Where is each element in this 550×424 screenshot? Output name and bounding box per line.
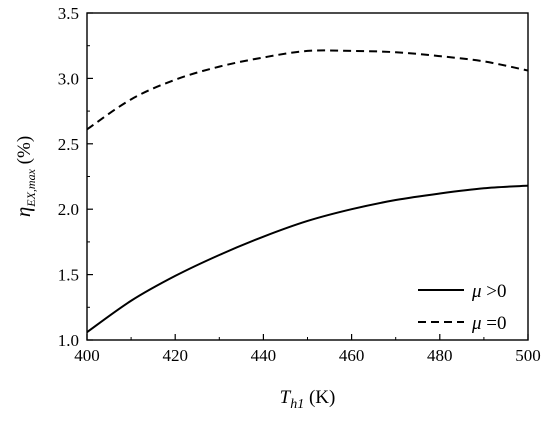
y-axis-ticks: 1.0 1.5 2.0 2.5 3.0 3.5 bbox=[58, 4, 93, 350]
x-axis-symbol: T bbox=[280, 387, 292, 408]
legend-label-mu-zero: =0 bbox=[482, 313, 507, 334]
legend-entry-mu-zero: μ =0 bbox=[418, 313, 507, 334]
y-tick-label-2.0: 2.0 bbox=[58, 200, 79, 219]
legend-symbol-mu-positive: μ bbox=[471, 281, 482, 302]
svg-text:μ >0: μ >0 bbox=[471, 281, 507, 302]
y-tick-label-3.0: 3.0 bbox=[58, 69, 79, 88]
svg-text:ηEX,max (%): ηEX,max (%) bbox=[11, 136, 38, 217]
series-line-mu-zero bbox=[86, 49, 529, 131]
x-axis-ticks: 400 420 440 460 480 500 bbox=[74, 334, 541, 365]
legend-label-mu-positive: >0 bbox=[482, 281, 507, 302]
y-axis-label: ηEX,max (%) bbox=[11, 136, 38, 217]
x-axis-subscript: h1 bbox=[290, 397, 304, 412]
y-axis-subscript: EX,max bbox=[24, 168, 38, 207]
y-tick-label-1.0: 1.0 bbox=[58, 331, 79, 350]
plot-frame bbox=[86, 12, 529, 341]
x-axis-label: Th1 (K) bbox=[280, 387, 336, 412]
x-axis-unit: (K) bbox=[304, 387, 335, 408]
svg-text:Th1 (K): Th1 (K) bbox=[280, 387, 336, 412]
x-tick-label-400: 400 bbox=[74, 346, 100, 365]
y-tick-label-2.5: 2.5 bbox=[58, 135, 79, 154]
legend: μ >0 μ =0 bbox=[418, 281, 507, 334]
x-tick-label-440: 440 bbox=[251, 346, 277, 365]
series-layer bbox=[86, 49, 529, 333]
y-tick-label-3.5: 3.5 bbox=[58, 4, 79, 23]
y-axis-unit: (%) bbox=[14, 136, 35, 169]
x-tick-label-460: 460 bbox=[339, 346, 365, 365]
y-axis-symbol: η bbox=[11, 207, 35, 217]
series-line-mu-positive bbox=[86, 184, 529, 333]
y-tick-label-1.5: 1.5 bbox=[58, 266, 79, 285]
legend-symbol-mu-zero: μ bbox=[471, 313, 482, 334]
x-tick-label-420: 420 bbox=[162, 346, 188, 365]
svg-text:μ =0: μ =0 bbox=[471, 313, 507, 334]
legend-entry-mu-positive: μ >0 bbox=[418, 281, 507, 302]
x-tick-label-500: 500 bbox=[515, 346, 541, 365]
x-tick-label-480: 480 bbox=[427, 346, 453, 365]
